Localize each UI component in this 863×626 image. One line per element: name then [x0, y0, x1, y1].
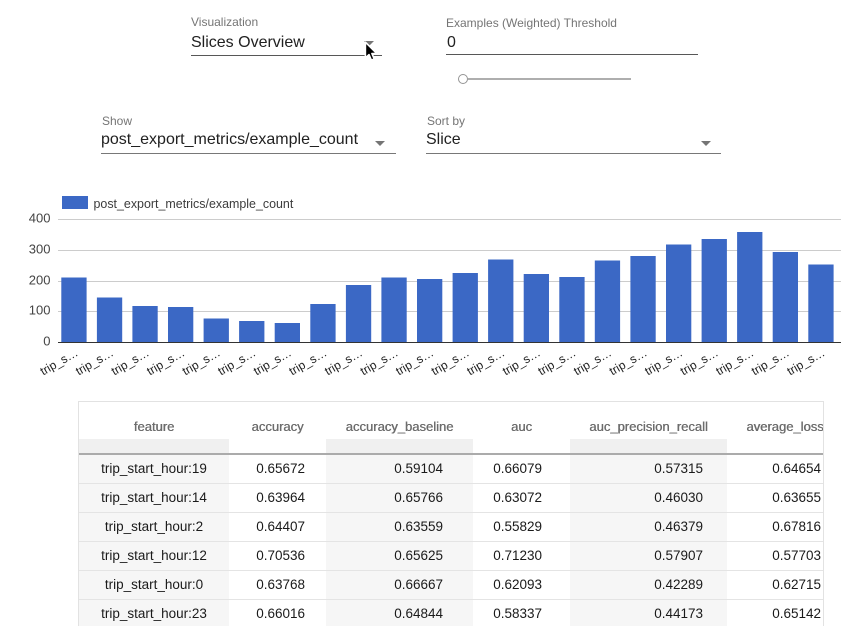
svg-text:trip_s…: trip_s…: [322, 345, 365, 378]
svg-text:trip_s…: trip_s…: [749, 345, 792, 378]
svg-text:400: 400: [29, 210, 51, 225]
svg-text:trip_s…: trip_s…: [215, 345, 258, 378]
svg-text:post_export_metrics/example_co: post_export_metrics/example_count: [94, 197, 294, 211]
svg-text:trip_s…: trip_s…: [678, 345, 721, 378]
svg-text:trip_s…: trip_s…: [464, 345, 507, 378]
svg-text:trip_s…: trip_s…: [535, 345, 578, 378]
svg-text:0: 0: [43, 333, 50, 348]
svg-text:trip_s…: trip_s…: [393, 345, 436, 378]
svg-text:300: 300: [29, 241, 51, 256]
svg-text:trip_s…: trip_s…: [286, 345, 329, 378]
svg-text:trip_s…: trip_s…: [571, 345, 614, 378]
svg-text:trip_s…: trip_s…: [500, 345, 543, 378]
svg-text:trip_s…: trip_s…: [180, 345, 223, 378]
svg-text:trip_s…: trip_s…: [73, 345, 116, 378]
svg-text:trip_s…: trip_s…: [713, 345, 756, 378]
svg-text:trip_s…: trip_s…: [784, 345, 827, 378]
svg-text:200: 200: [29, 272, 51, 287]
svg-text:trip_s…: trip_s…: [109, 345, 152, 378]
svg-text:trip_s…: trip_s…: [429, 345, 472, 378]
svg-text:trip_s…: trip_s…: [358, 345, 401, 378]
svg-text:trip_s…: trip_s…: [144, 345, 187, 378]
svg-text:trip_s…: trip_s…: [607, 345, 650, 378]
svg-text:trip_s…: trip_s…: [38, 345, 81, 378]
svg-text:trip_s…: trip_s…: [251, 345, 294, 378]
svg-text:trip_s…: trip_s…: [642, 345, 685, 378]
svg-text:100: 100: [29, 302, 51, 317]
